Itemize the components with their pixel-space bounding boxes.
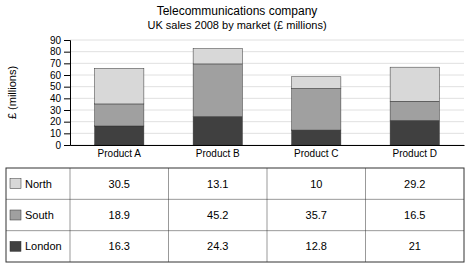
table-rule <box>6 230 464 231</box>
tick-label: 70 <box>50 58 62 69</box>
axis-line <box>71 145 465 146</box>
tick: Product B <box>196 145 240 159</box>
row-label: London <box>25 240 62 252</box>
bars <box>95 49 440 145</box>
tick-mark <box>64 40 70 41</box>
row-label: South <box>25 209 54 221</box>
x-axis: Product A Product B Product C Product D <box>71 145 465 159</box>
tick: Product C <box>294 145 338 159</box>
bar <box>95 126 144 145</box>
tick-label: Product D <box>393 148 437 159</box>
table-cell: 16.3 <box>109 240 130 252</box>
table-cell: 13.1 <box>207 178 228 190</box>
legend-swatch <box>10 210 21 220</box>
chart: Telecommunications companyUK sales 2008 … <box>0 0 474 268</box>
tick-mark <box>64 145 70 146</box>
table-rule <box>168 168 169 262</box>
tick-mark <box>64 75 70 76</box>
table-cell: 12.8 <box>306 240 327 252</box>
data-table: North 30.5 13.1 10 29.2 South 18.9 45.2 35.7 16.5… <box>6 168 464 262</box>
tick-label: Product C <box>294 148 338 159</box>
tick-label: 30 <box>50 105 62 116</box>
tick-label: 80 <box>50 46 62 57</box>
table-cell: 35.7 <box>306 209 327 221</box>
tick-label: 20 <box>50 116 62 127</box>
table-cell: 30.5 <box>109 178 130 190</box>
tick-label: 40 <box>50 93 62 104</box>
tick-label: 10 <box>50 128 62 139</box>
bar <box>95 68 144 104</box>
table-rule <box>365 168 366 262</box>
tick: 30 <box>50 105 70 116</box>
tick-mark <box>64 52 70 53</box>
tick: 50 <box>50 81 70 92</box>
tick-mark <box>64 122 70 123</box>
bar <box>95 104 144 126</box>
table-cell: 29.2 <box>404 178 425 190</box>
bar <box>193 49 242 64</box>
series <box>95 49 440 104</box>
title: Telecommunications company <box>157 4 318 18</box>
tick: 0 <box>55 140 70 151</box>
table-border <box>6 168 464 262</box>
table-cell: 16.5 <box>404 209 425 221</box>
tick: 80 <box>50 46 70 57</box>
table-cell: 21 <box>409 240 421 252</box>
bar <box>390 101 439 120</box>
grid-line <box>70 63 464 64</box>
legend-swatch <box>10 241 21 251</box>
table-cell: 45.2 <box>207 209 228 221</box>
y-axis: 0102030405060708090 <box>50 35 71 151</box>
bar <box>292 88 341 130</box>
tick-mark <box>64 110 70 111</box>
tick-label: Product B <box>196 148 240 159</box>
y-label: £ (millions) <box>6 66 18 119</box>
tick-mark <box>64 133 70 134</box>
tick-label: Product A <box>98 148 142 159</box>
bar <box>292 130 341 145</box>
tick-label: 0 <box>55 140 61 151</box>
tick-label: 50 <box>50 81 62 92</box>
grid-line <box>70 40 464 41</box>
table-cell: 24.3 <box>207 240 228 252</box>
tick: Product D <box>393 145 437 159</box>
table-rule <box>70 168 71 262</box>
table-cell: 10 <box>310 178 322 190</box>
bar <box>193 64 242 117</box>
legend-swatch <box>10 179 21 189</box>
table-rule <box>6 199 464 200</box>
bar <box>292 77 341 89</box>
series <box>95 64 440 130</box>
grid-line <box>70 51 464 52</box>
tick-label: 90 <box>50 35 62 46</box>
table-cell: 18.9 <box>109 209 130 221</box>
tick-mark <box>64 63 70 64</box>
tick: 40 <box>50 93 70 104</box>
row-label: North <box>25 178 52 190</box>
tick: 20 <box>50 116 70 127</box>
tick: 90 <box>50 35 70 46</box>
tick-mark <box>64 87 70 88</box>
tick-label: 60 <box>50 70 62 81</box>
tick: 70 <box>50 58 70 69</box>
bar <box>193 117 242 145</box>
bar <box>390 121 439 146</box>
axis-line <box>64 41 71 146</box>
table-rule <box>267 168 268 262</box>
grid <box>70 40 464 145</box>
tick-mark <box>64 98 70 99</box>
series <box>95 117 440 145</box>
tick: Product A <box>98 145 142 159</box>
bar <box>390 67 439 101</box>
tick: 60 <box>50 70 70 81</box>
tick: 10 <box>50 128 70 139</box>
subtitle: UK sales 2008 by market (£ millions) <box>147 19 326 31</box>
